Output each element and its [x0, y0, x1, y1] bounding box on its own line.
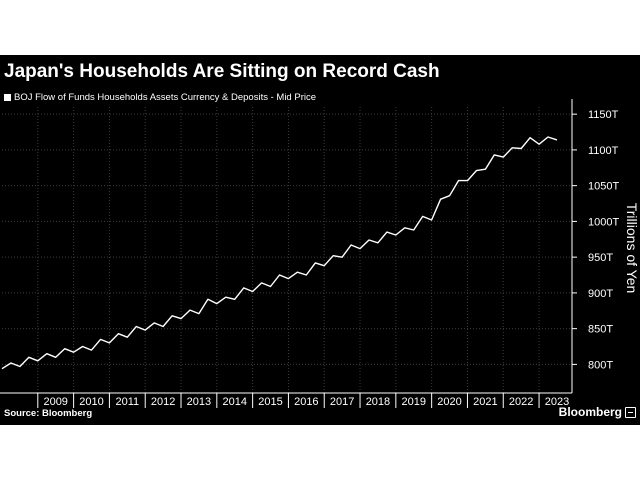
x-tick-label: 2022: [509, 396, 533, 408]
x-tick-label: 2015: [258, 396, 282, 408]
y-axis: 800T 850T 900T 950T 1000T 1050T 1100T 1150T: [571, 99, 619, 393]
legend-swatch: [4, 94, 11, 101]
x-tick-label: 2014: [222, 396, 246, 408]
brand-name: Bloomberg: [558, 405, 622, 419]
line-chart: 2009 2010 2011 2012 2013 2014 2015 2016 2017 2018…: [0, 99, 640, 408]
x-tick-label: 2017: [330, 396, 354, 408]
bloomberg-logo: Bloomberg: [559, 405, 636, 419]
x-tick-label: 2021: [473, 396, 497, 408]
y-tick-label: 1000T: [588, 216, 619, 228]
legend: BOJ Flow of Funds Households Assets Curr…: [4, 92, 316, 103]
x-tick-label: 2010: [79, 396, 103, 408]
source-note: Source: Bloomberg: [4, 408, 93, 419]
x-tick-label: 2012: [151, 396, 175, 408]
x-tick-label: 2013: [187, 396, 211, 408]
x-tick-label: 2019: [402, 396, 426, 408]
gridlines: [2, 107, 572, 393]
y-tick-label: 1150T: [588, 109, 619, 121]
y-tick-label: 1100T: [588, 145, 619, 157]
brand-badge-icon: [625, 406, 636, 418]
x-axis: 2009 2010 2011 2012 2013 2014 2015 2016 2017 2018…: [0, 392, 572, 408]
y-tick-label: 800T: [588, 359, 613, 371]
chart-title: Japan's Households Are Sitting on Record…: [4, 61, 440, 82]
y-tick-label: 850T: [588, 324, 613, 336]
x-tick-label: 2011: [115, 396, 139, 408]
x-tick-label: 2020: [437, 396, 461, 408]
x-tick-label: 2009: [43, 396, 67, 408]
x-tick-label: 2016: [294, 396, 318, 408]
y-tick-label: 900T: [588, 288, 613, 300]
y-tick-label: 1050T: [588, 181, 619, 193]
chart-frame: Japan's Households Are Sitting on Record…: [0, 55, 640, 425]
y-axis-label: Trillions of Yen: [624, 203, 640, 294]
series-line: [1, 136, 558, 370]
legend-label: BOJ Flow of Funds Households Assets Curr…: [14, 92, 317, 103]
x-tick-label: 2018: [366, 396, 390, 408]
y-tick-label: 950T: [588, 252, 613, 264]
series-layer: [1, 136, 558, 370]
x-tick-label: 2023: [545, 396, 569, 408]
